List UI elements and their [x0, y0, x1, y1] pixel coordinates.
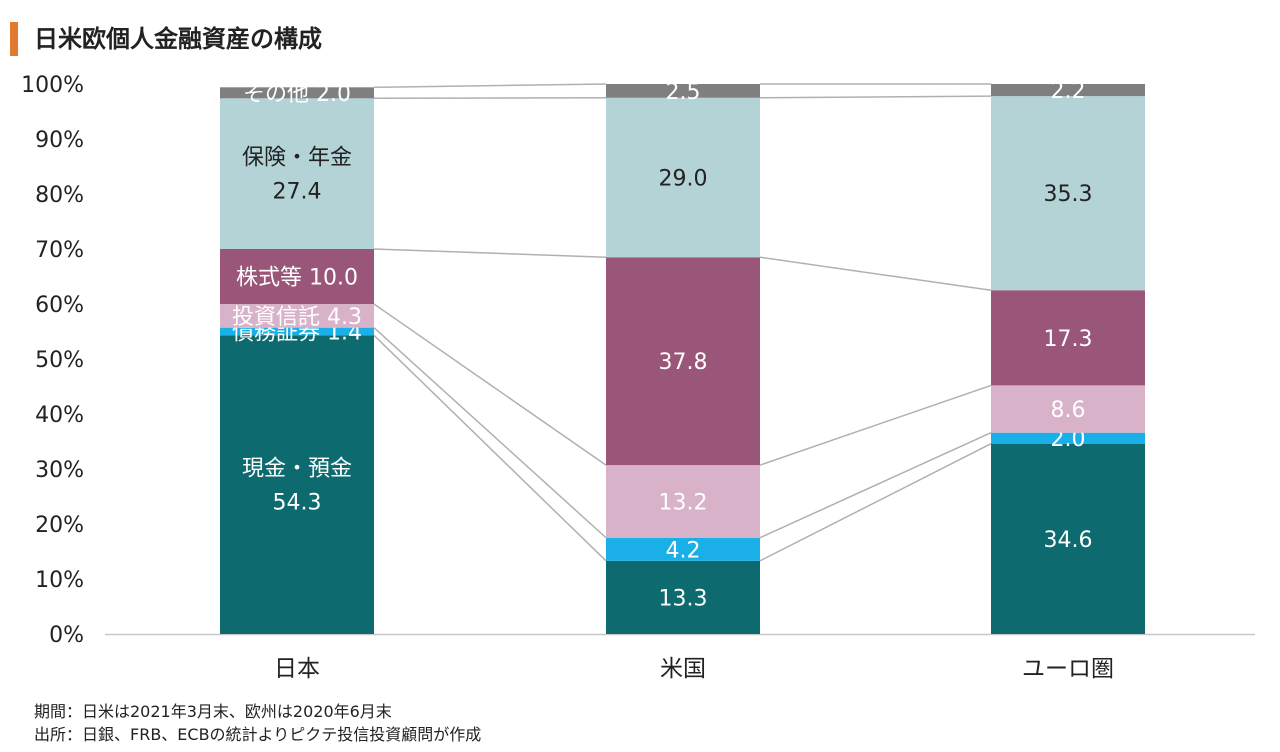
data-label: 2.5 — [666, 80, 701, 105]
bar-segment — [606, 97, 760, 258]
data-label: 現金・預金 — [242, 457, 352, 482]
bar-segment — [991, 84, 1145, 97]
connector-line — [373, 327, 607, 539]
data-label: 4.2 — [666, 538, 701, 563]
connector-line — [759, 384, 992, 466]
bar-segment — [606, 537, 760, 561]
connector-lines — [373, 83, 992, 562]
y-tick-label: 10% — [35, 568, 84, 593]
data-label: 17.3 — [1044, 327, 1093, 352]
bar-segment — [220, 98, 374, 249]
connector-line — [759, 256, 992, 291]
data-label: 29.0 — [659, 167, 708, 192]
connector-line — [759, 95, 992, 99]
data-label: 13.2 — [659, 490, 708, 515]
source-note: 出所：日銀、FRB、ECBの統計よりピクテ投信投資顧問が作成 — [34, 725, 482, 744]
stacked-bar-chart: 0% 10% 20% 30% 40% 50% 60% 70% 80% 90% 100% 現金・預金 54… — [21, 73, 1255, 682]
data-label: その他 2.0 — [243, 82, 351, 107]
bar-segment — [606, 560, 760, 634]
y-tick-label: 50% — [35, 348, 84, 373]
data-label: 8.6 — [1051, 398, 1086, 423]
y-tick-label: 30% — [35, 458, 84, 483]
bar-segment — [991, 385, 1145, 433]
y-tick-label: 90% — [35, 128, 84, 153]
y-tick-label: 0% — [49, 623, 84, 648]
chart-title: 日米欧個人金融資産の構成 — [34, 25, 322, 53]
bar-segment — [606, 84, 760, 98]
bar-segment — [991, 432, 1145, 444]
data-label: 34.6 — [1044, 528, 1093, 553]
x-category-label: ユーロ圏 — [1022, 656, 1114, 682]
bar-segment — [991, 443, 1145, 634]
connector-line — [759, 443, 992, 562]
data-label: 株式等 10.0 — [236, 266, 358, 291]
connector-line — [373, 334, 607, 562]
x-category-label: 日本 — [274, 656, 320, 682]
data-label: 2.2 — [1051, 79, 1086, 104]
bar-segment — [220, 335, 374, 634]
bar-segment — [606, 257, 760, 466]
data-label: 13.3 — [659, 586, 708, 611]
y-tick-label: 40% — [35, 403, 84, 428]
connector-line — [373, 248, 607, 258]
data-label: 投資信託 4.3 — [232, 305, 362, 330]
y-tick-label: 80% — [35, 183, 84, 208]
bar-segment — [220, 304, 374, 328]
connector-line — [373, 97, 607, 100]
bar-segment — [991, 290, 1145, 386]
connector-line — [759, 432, 992, 539]
data-label: 保険・年金 — [242, 146, 352, 171]
bar-segment — [220, 327, 374, 336]
connector-line — [373, 83, 607, 89]
data-label: 35.3 — [1044, 182, 1093, 207]
period-note: 期間：日米は2021年3月末、欧州は2020年6月末 — [34, 702, 392, 721]
bar-segment — [220, 249, 374, 304]
y-tick-label: 20% — [35, 513, 84, 538]
y-tick-label: 70% — [35, 238, 84, 263]
chart-notes: 期間：日米は2021年3月末、欧州は2020年6月末 出所：日銀、FRB、ECB… — [34, 700, 481, 746]
data-label: 54.3 — [273, 491, 322, 516]
x-category-label: 米国 — [660, 656, 706, 682]
y-tick-label: 60% — [35, 293, 84, 318]
bar-segment — [991, 96, 1145, 291]
title-accent-bar — [10, 22, 18, 56]
connector-line — [373, 303, 607, 466]
bar-segment — [606, 465, 760, 538]
y-tick-label: 100% — [21, 73, 84, 98]
data-label: 37.8 — [659, 350, 708, 375]
bar-segment — [220, 87, 374, 99]
data-label: 27.4 — [273, 180, 322, 205]
